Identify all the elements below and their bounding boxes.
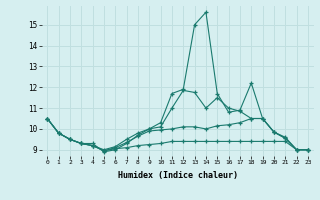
- X-axis label: Humidex (Indice chaleur): Humidex (Indice chaleur): [118, 171, 237, 180]
